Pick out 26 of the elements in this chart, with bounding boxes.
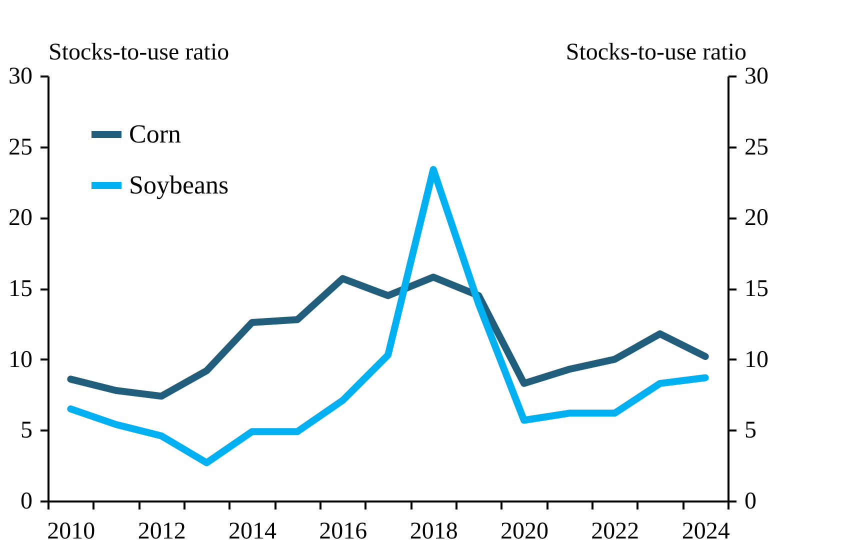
x-tick-label: 2012 bbox=[138, 518, 186, 544]
x-tick-label: 2016 bbox=[319, 518, 368, 544]
y-tick-label: 15 bbox=[8, 276, 32, 302]
y-tick-label: 5 bbox=[20, 418, 32, 444]
y2-axis-title: Stocks-to-use ratio bbox=[566, 40, 746, 66]
x-tick-label: 2024 bbox=[682, 518, 730, 544]
legend-label: Corn bbox=[129, 120, 181, 148]
y2-tick-label: 25 bbox=[744, 134, 768, 160]
y2-tick-label: 15 bbox=[744, 276, 768, 302]
y2-tick-label: 20 bbox=[744, 205, 768, 232]
x-tick-label: 2022 bbox=[591, 518, 640, 544]
y-tick-label: 20 bbox=[8, 205, 32, 232]
y-tick-label: 0 bbox=[20, 488, 32, 514]
y-tick-label: 25 bbox=[8, 134, 32, 160]
x-tick-label: 2010 bbox=[47, 518, 96, 544]
legend-label: Soybeans bbox=[129, 170, 229, 200]
y2-tick-label: 10 bbox=[744, 346, 768, 373]
x-tick-label: 2018 bbox=[410, 518, 458, 544]
y2-tick-label: 5 bbox=[744, 418, 756, 444]
y-axis-title: Stocks-to-use ratio bbox=[48, 40, 230, 66]
x-tick-label: 2014 bbox=[228, 518, 276, 544]
y-tick-label: 10 bbox=[8, 346, 32, 373]
y2-tick-label: 0 bbox=[744, 488, 756, 514]
y2-tick-label: 30 bbox=[744, 64, 768, 90]
x-tick-label: 2020 bbox=[500, 518, 548, 544]
y-tick-label: 30 bbox=[8, 64, 32, 90]
